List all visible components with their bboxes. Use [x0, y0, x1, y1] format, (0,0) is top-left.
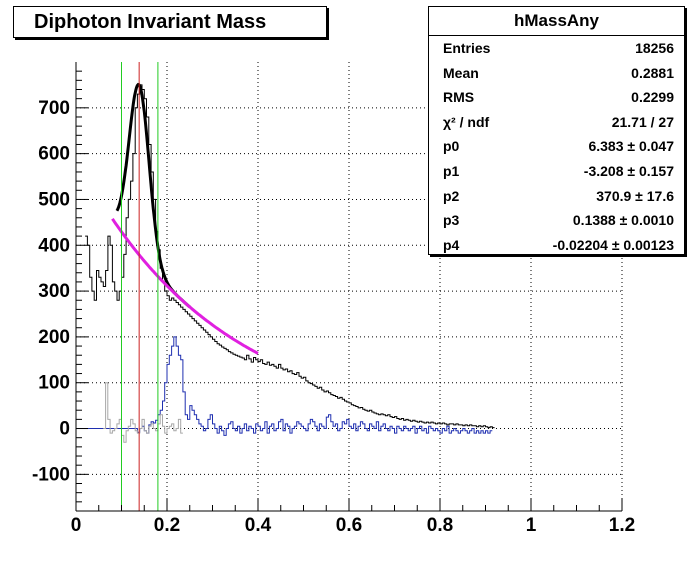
stats-value: 6.383 ± 0.047 — [588, 138, 674, 155]
stats-label: p1 — [443, 162, 460, 179]
stats-label: Entries — [443, 40, 491, 56]
x-tick-label: 0 — [71, 515, 82, 536]
stats-label: RMS — [443, 89, 475, 106]
markers-layer — [121, 62, 159, 511]
y-tick-label: 700 — [38, 98, 70, 119]
series-background — [76, 336, 493, 436]
stats-box: hMassAny Entries 18256 Mean 0.2881 RMS 0.2299… — [428, 6, 685, 255]
stats-rows: Entries 18256 Mean 0.2881 RMS 0.2299 χ² / ndf 2… — [429, 36, 684, 257]
y-tick-label: 400 — [38, 235, 70, 256]
stats-value: 0.2299 — [631, 89, 674, 106]
grid — [75, 62, 623, 511]
stats-label: Mean — [443, 64, 479, 81]
stats-label: p0 — [443, 138, 460, 155]
stats-row: χ² / ndf 21.71 / 27 — [429, 110, 684, 135]
stats-value: 0.1388 ± 0.0010 — [572, 212, 674, 229]
chart-title-text: Diphoton Invariant Mass — [34, 10, 267, 33]
stats-label: χ² / ndf — [443, 113, 490, 130]
y-tick-label: 200 — [38, 327, 70, 348]
series-signal-region — [103, 382, 183, 443]
stats-value: 18256 — [635, 40, 674, 56]
fit-background-fit — [111, 217, 259, 355]
fit-total-fit — [115, 82, 191, 309]
y-tick-label: 100 — [38, 373, 70, 394]
y-tick-label: -100 — [32, 464, 70, 485]
x-tick-label: 0.6 — [336, 515, 362, 536]
stats-row: RMS 0.2299 — [429, 85, 684, 110]
axes: 0 0.2 0.4 0.6 0.8 1 1.2 -100 0 100 200 300 400 500 600… — [32, 62, 635, 536]
stats-row: p1 -3.208 ± 0.157 — [429, 159, 684, 184]
stats-value: -0.02204 ± 0.00123 — [552, 236, 674, 253]
series-hMassAny — [85, 84, 495, 429]
stats-label: p2 — [443, 187, 460, 204]
chart-title: Diphoton Invariant Mass — [13, 6, 327, 38]
y-tick-label: 0 — [59, 419, 70, 440]
stats-value: 0.2881 — [631, 64, 674, 81]
stats-row: p0 6.383 ± 0.047 — [429, 134, 684, 159]
x-tick-label: 1.2 — [609, 515, 635, 536]
fits-layer — [111, 82, 259, 355]
stats-row: Entries 18256 — [429, 36, 684, 61]
y-tick-label: 600 — [38, 144, 70, 165]
stats-row: p4 -0.02204 ± 0.00123 — [429, 233, 684, 258]
x-tick-label: 0.8 — [427, 515, 453, 536]
stats-row: p3 0.1388 ± 0.0010 — [429, 208, 684, 233]
stats-row: p2 370.9 ± 17.6 — [429, 184, 684, 209]
stats-value: 21.71 / 27 — [611, 113, 674, 130]
x-tick-label: 0.2 — [154, 515, 180, 536]
stats-value: 370.9 ± 17.6 — [596, 187, 674, 204]
stats-box-title: hMassAny — [429, 7, 684, 36]
series-layer — [76, 84, 495, 443]
x-tick-label: 0.4 — [245, 515, 272, 536]
stats-label: p3 — [443, 212, 460, 229]
stats-row: Mean 0.2881 — [429, 61, 684, 86]
stats-label: p4 — [443, 236, 460, 253]
stats-value: -3.208 ± 0.157 — [583, 162, 674, 179]
y-tick-label: 500 — [38, 189, 70, 210]
x-tick-label: 1 — [526, 515, 537, 536]
y-tick-label: 300 — [38, 281, 70, 302]
